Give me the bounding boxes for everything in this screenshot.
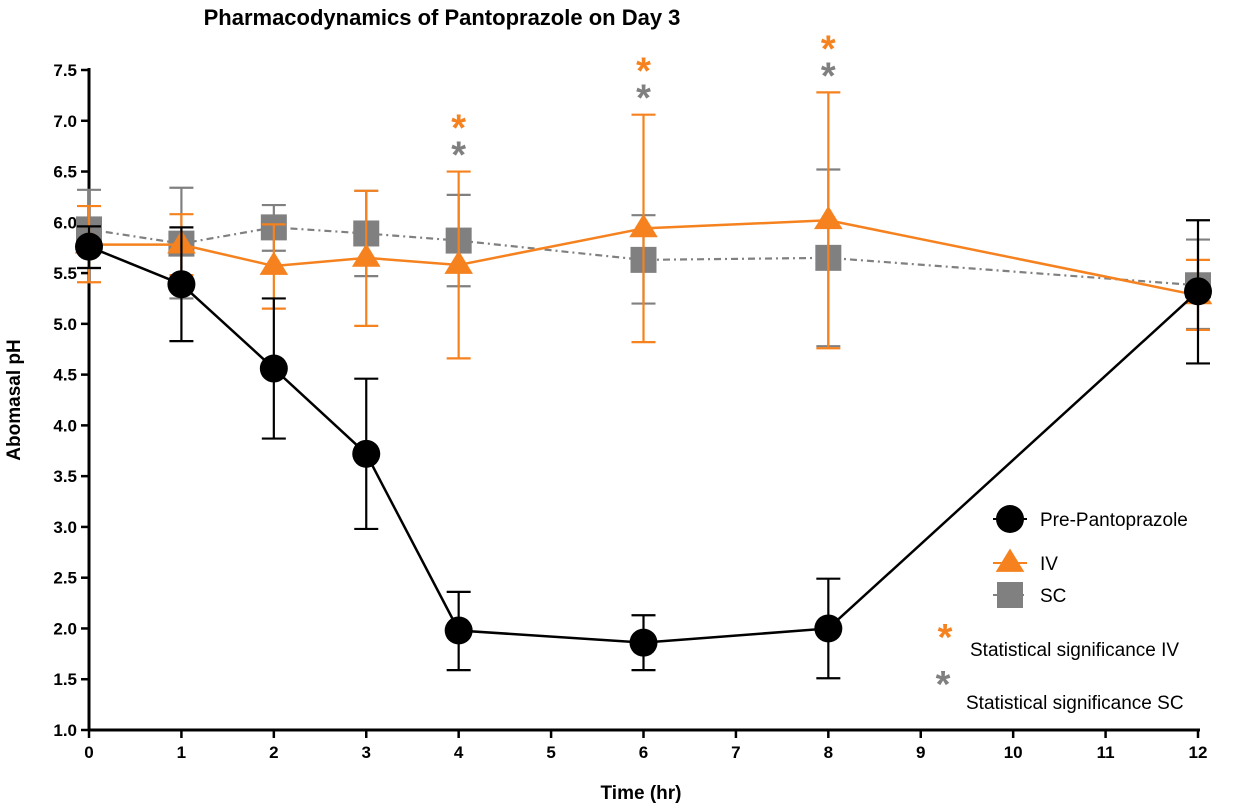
x-tick-label: 3 (362, 743, 371, 762)
sig-star-sc: * (636, 78, 651, 120)
data-point-pre-pantoprazole (75, 232, 103, 261)
legend-marker-pre-pantoprazole (996, 505, 1024, 533)
series-line-iv (89, 219, 1199, 297)
sig-star-iv: * (636, 51, 651, 93)
data-point-iv (444, 250, 473, 274)
y-tick-label: 6.0 (53, 213, 77, 232)
sig-star-iv: * (821, 28, 836, 70)
y-tick-label: 5.0 (53, 315, 77, 334)
legend-star-iv: * (938, 617, 953, 659)
y-tick-label: 6.5 (53, 163, 77, 182)
x-tick-label: 2 (269, 743, 278, 762)
x-tick-label: 11 (1097, 743, 1115, 762)
x-tick-label: 4 (454, 743, 464, 762)
legend-label-sig-iv: Statistical significance IV (970, 640, 1179, 661)
data-point-pre-pantoprazole (352, 439, 381, 468)
data-point-iv (259, 251, 289, 275)
data-point-iv (814, 205, 843, 230)
y-tick-label: 1.5 (53, 670, 77, 689)
y-axis-label: Abomasal pH (4, 339, 25, 460)
y-tick-label: 2.5 (53, 569, 77, 588)
y-tick-label: 3.5 (53, 467, 77, 486)
legend-label-pre-pantoprazole: Pre-Pantoprazole (1040, 510, 1188, 531)
x-tick-label: 8 (824, 743, 833, 762)
y-tick-label: 2.0 (53, 619, 77, 638)
legend-marker-sc (997, 582, 1023, 608)
sig-star-sc: * (821, 55, 836, 97)
y-tick-label: 7.5 (53, 61, 77, 80)
series-iv (74, 91, 1213, 360)
sig-star-sc: * (451, 135, 466, 177)
legend-star-sc: * (936, 664, 951, 706)
legend-label-sc: SC (1040, 586, 1066, 607)
y-tick-label: 3.0 (53, 518, 77, 537)
axes: 1.0 1.5 2.0 2.5 3.0 3.5 4.0 4.5 5.0 5.5 6.0 6.5 7.0 7… (53, 61, 1207, 762)
data-point-pre-pantoprazole (814, 614, 843, 643)
y-tick-label: 4.5 (53, 366, 77, 385)
x-tick-label: 10 (1004, 743, 1023, 762)
sig-star-iv: * (451, 108, 466, 150)
x-tick-label: 5 (546, 743, 555, 762)
data-point-pre-pantoprazole (444, 616, 473, 645)
x-tick-label: 0 (84, 743, 93, 762)
x-tick-label: 1 (177, 743, 186, 762)
x-axis-label: Time (hr) (601, 783, 682, 804)
x-tick-label: 9 (916, 743, 925, 762)
data-point-pre-pantoprazole (629, 628, 658, 657)
data-point-pre-pantoprazole (1184, 277, 1212, 306)
significance-stars: **** ** (451, 28, 836, 176)
legend-marker-iv (995, 548, 1025, 572)
legend-label-sig-sc: Statistical significance SC (966, 693, 1184, 714)
chart-title: Pharmacodynamics of Pantoprazole on Day … (204, 5, 681, 30)
data-point-iv (629, 213, 658, 238)
series-layer (74, 91, 1213, 680)
series-pre-pantoprazole (75, 219, 1212, 680)
y-tick-label: 4.0 (53, 416, 77, 435)
data-point-iv (351, 243, 381, 267)
y-tick-label: 1.0 (53, 721, 77, 740)
series-line-pre-pantoprazole (88, 245, 1199, 644)
legend: Pre-Pantoprazole IV SC * Statistical signifi… (936, 505, 1188, 714)
legend-label-iv: IV (1040, 554, 1058, 575)
x-tick-label: 7 (731, 743, 740, 762)
series-line-sc (88, 226, 1199, 287)
y-tick-label: 5.5 (53, 264, 77, 283)
x-tick-label: 6 (639, 743, 648, 762)
data-point-pre-pantoprazole (167, 270, 196, 299)
y-tick-label: 7.0 (53, 112, 77, 131)
data-point-pre-pantoprazole (259, 354, 288, 383)
x-tick-label: 12 (1189, 743, 1208, 762)
